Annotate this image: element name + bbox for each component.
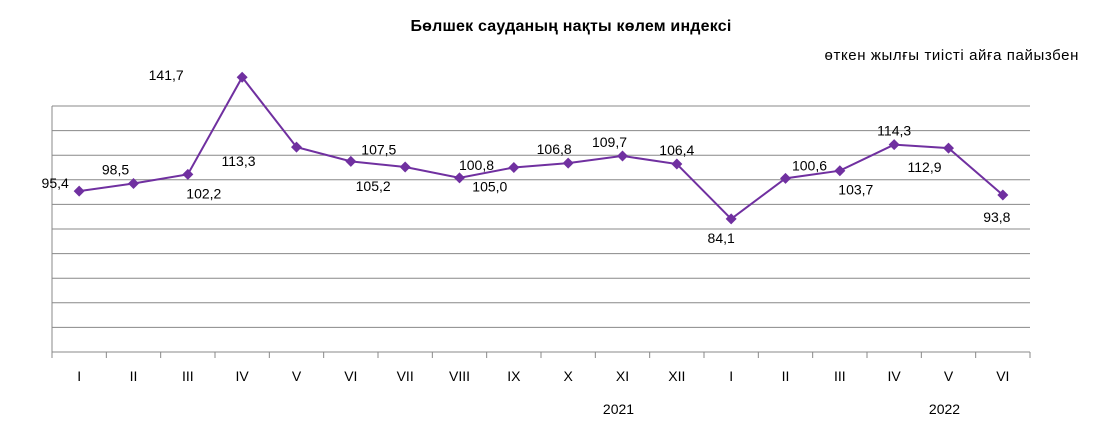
data-label: 107,5	[361, 141, 396, 157]
x-axis	[51, 106, 1031, 358]
data-label: 109,7	[592, 134, 627, 150]
x-tick-label: IV	[888, 368, 902, 384]
gridlines	[52, 105, 1030, 328]
x-tick-label: V	[944, 368, 954, 384]
x-tick-label: III	[182, 368, 194, 384]
x-tick-label: X	[563, 368, 573, 384]
x-tick-label: XII	[668, 368, 685, 384]
data-point-marker	[725, 213, 737, 225]
chart-title: Бөлшек сауданың нақты көлем индексі	[410, 18, 732, 35]
data-point-marker	[943, 142, 954, 154]
tick-label-layer: I II III IV V VI VII VIII IX X XI XII I II III IV V VI	[77, 368, 1009, 384]
data-label: 112,9	[908, 159, 942, 175]
x-tick-label: VIII	[449, 368, 470, 384]
x-tick-label: I	[77, 368, 81, 384]
x-tick-label: VII	[397, 368, 414, 384]
data-point-marker	[508, 162, 520, 173]
data-label: 93,8	[983, 209, 1010, 225]
x-tick-label: XI	[616, 368, 629, 384]
data-point-marker	[182, 168, 194, 180]
x-tick-label: VI	[344, 368, 357, 384]
data-label-layer: 95,4 98,5 102,2 141,7 113,3 107,5 105,2 100,8 10…	[42, 67, 1011, 246]
data-point-marker	[291, 141, 302, 153]
chart-subtitle: өткен жылғы тиісті айға пайызбен	[824, 47, 1079, 64]
data-label: 114,3	[877, 123, 911, 139]
data-label: 100,8	[459, 157, 494, 173]
data-point-marker	[562, 157, 574, 169]
data-label: 106,8	[537, 141, 572, 157]
x-tick-label: II	[130, 368, 138, 384]
year-label: 2021	[603, 401, 634, 417]
data-label: 105,0	[472, 179, 507, 195]
data-point-marker	[399, 161, 411, 173]
data-point-marker	[236, 71, 248, 83]
data-point-marker	[780, 172, 791, 184]
marker-layer	[73, 71, 1009, 225]
data-label: 141,7	[149, 67, 184, 83]
x-tick-label: IX	[507, 368, 521, 384]
data-point-marker	[128, 177, 139, 189]
data-label: 98,5	[102, 161, 129, 177]
data-label: 102,2	[186, 185, 221, 201]
year-label-layer: 2021 2022	[603, 401, 960, 417]
data-point-marker	[345, 155, 357, 167]
data-label: 103,7	[838, 182, 873, 198]
x-tick-label: V	[292, 368, 302, 384]
series-line-layer	[79, 75, 1004, 221]
data-point-marker	[997, 189, 1009, 201]
data-label: 84,1	[708, 230, 735, 246]
data-point-marker	[671, 158, 683, 170]
data-label: 113,3	[222, 153, 256, 169]
data-point-marker	[834, 165, 846, 177]
x-tick-label: VI	[996, 368, 1009, 384]
x-tick-label: II	[782, 368, 790, 384]
series-line	[79, 75, 1004, 221]
x-tick-label: I	[729, 368, 733, 384]
data-point-marker	[73, 185, 85, 197]
x-tick-label: IV	[236, 368, 250, 384]
data-point-marker	[454, 172, 465, 184]
data-label: 105,2	[356, 178, 391, 194]
year-label: 2022	[929, 401, 960, 417]
data-point-marker	[888, 139, 900, 151]
data-point-marker	[617, 150, 628, 162]
x-tick-label: III	[834, 368, 846, 384]
data-label: 95,4	[42, 175, 69, 191]
data-label: 106,4	[659, 142, 694, 158]
data-label: 100,6	[792, 157, 827, 173]
